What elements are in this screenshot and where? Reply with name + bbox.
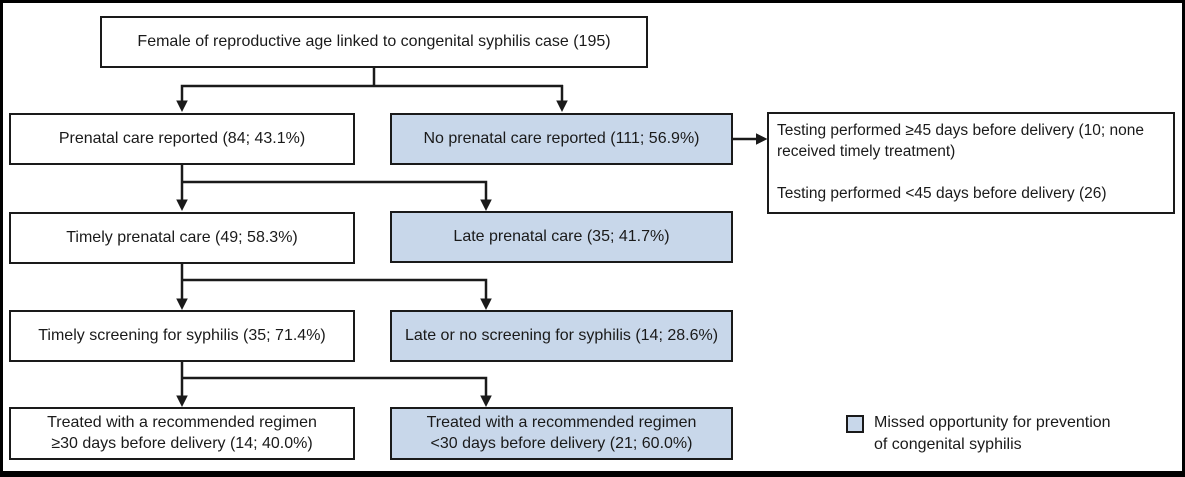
connector-timely-screening-split: [180, 362, 488, 396]
legend-label: Missed opportunity for prevention of con…: [874, 412, 1111, 455]
arrowhead-down-icon: [480, 298, 492, 310]
node-prenatal-care-reported: Prenatal care reported (84; 43.1%): [9, 113, 355, 165]
node-root: Female of reproductive age linked to con…: [100, 16, 648, 68]
node-late-prenatal-care: Late prenatal care (35; 41.7%): [390, 211, 733, 263]
connector-root-split: [180, 68, 564, 101]
node-treated-late-regimen-line-2: <30 days before delivery (21; 60.0%): [430, 434, 693, 452]
testing-note-entry-1-line-2: received timely treatment): [777, 142, 956, 160]
testing-note-entry-1: Testing performed ≥45 days before delive…: [777, 121, 1165, 163]
node-no-prenatal-care-reported-label: No prenatal care reported (111; 56.9%): [423, 129, 700, 147]
node-treated-timely-regimen-line-1: Treated with a recommended regimen: [47, 414, 317, 432]
connector-prenatal-split: [180, 165, 488, 201]
legend-highlight-swatch-icon: [846, 415, 864, 433]
arrowhead-down-icon: [176, 100, 188, 112]
node-testing-note: Testing performed ≥45 days before delive…: [767, 112, 1175, 214]
node-late-or-no-screening: Late or no screening for syphilis (14; 2…: [390, 310, 733, 362]
testing-note-entry-1-line-1: Testing performed ≥45 days before delive…: [777, 122, 1144, 139]
node-timely-prenatal-care-label: Timely prenatal care (49; 58.3%): [66, 228, 298, 246]
node-treated-late-regimen-line-1: Treated with a recommended regimen: [426, 414, 697, 432]
node-timely-screening-label: Timely screening for syphilis (35; 71.4%…: [38, 326, 326, 344]
legend-label-line-1: Missed opportunity for prevention: [874, 414, 1111, 431]
node-root-label: Female of reproductive age linked to con…: [137, 32, 611, 50]
node-late-or-no-screening-label: Late or no screening for syphilis (14; 2…: [404, 326, 719, 344]
node-prenatal-care-reported-label: Prenatal care reported (84; 43.1%): [58, 129, 306, 147]
arrowhead-down-icon: [480, 199, 492, 211]
arrowhead-down-icon: [556, 100, 568, 112]
arrowhead-down-icon: [480, 395, 492, 407]
node-timely-prenatal-care: Timely prenatal care (49; 58.3%): [9, 212, 355, 264]
connector-timely-prenatal-split: [180, 264, 488, 299]
arrowhead-right-icon: [756, 133, 768, 145]
testing-note-entry-2: Testing performed <45 days before delive…: [777, 184, 1107, 202]
legend: Missed opportunity for prevention of con…: [846, 412, 1111, 455]
arrowhead-down-icon: [176, 395, 188, 407]
arrowhead-down-icon: [176, 199, 188, 211]
node-treated-late-regimen: Treated with a recommended regimen <30 d…: [390, 407, 733, 460]
node-treated-timely-regimen-line-2: ≥30 days before delivery (14; 40.0%): [51, 434, 313, 452]
node-late-prenatal-care-label: Late prenatal care (35; 41.7%): [453, 227, 670, 245]
node-treated-timely-regimen: Treated with a recommended regimen ≥30 d…: [9, 407, 355, 460]
arrowhead-down-icon: [176, 298, 188, 310]
node-timely-screening: Timely screening for syphilis (35; 71.4%…: [9, 310, 355, 362]
node-no-prenatal-care-reported: No prenatal care reported (111; 56.9%): [390, 113, 733, 165]
legend-label-line-2: of congenital syphilis: [874, 435, 1022, 453]
